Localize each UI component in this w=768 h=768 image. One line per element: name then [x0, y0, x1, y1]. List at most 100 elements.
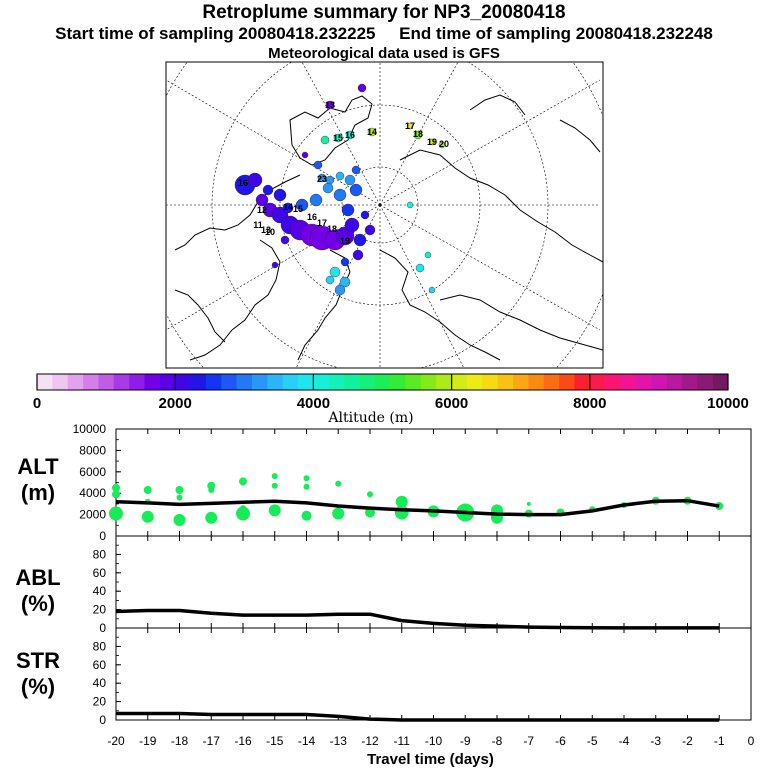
- abl-label: ABL: [15, 565, 60, 590]
- plume-marker: [325, 175, 335, 185]
- plume-marker: [345, 130, 355, 140]
- plume-marker: [341, 203, 355, 217]
- alt-ytick-label: 10000: [73, 422, 107, 436]
- alt-dot: [526, 501, 531, 506]
- abl-ytick-label: 40: [93, 584, 107, 598]
- alt-dot: [236, 506, 250, 521]
- plume-day-label: 16: [345, 130, 355, 140]
- abl-ytick-label: 20: [93, 603, 107, 617]
- x-tick-label: -4: [619, 734, 630, 748]
- plume-marker: [349, 183, 363, 197]
- plume-day-label: 20: [439, 139, 449, 149]
- alt-dot: [268, 504, 281, 517]
- plume-day-label: 15: [333, 133, 343, 143]
- colorbar-swatch: [37, 374, 53, 390]
- plume-day-label: 18: [413, 129, 423, 139]
- colorbar-tick-label: 10000: [707, 395, 749, 412]
- plume-marker: [247, 172, 263, 188]
- colorbar-swatch: [52, 374, 69, 390]
- alt-dot: [109, 506, 123, 521]
- x-tick-label: -19: [139, 734, 157, 748]
- plume-marker: [428, 138, 436, 146]
- colorbar-swatch: [190, 374, 207, 390]
- colorbar-swatch: [144, 374, 161, 390]
- plume-marker: [255, 193, 269, 207]
- alt-dot: [175, 485, 184, 494]
- plume-marker: [367, 127, 377, 137]
- colorbar-swatch: [344, 374, 360, 390]
- alt-ytick-label: 4000: [79, 486, 106, 500]
- alt-ytick-label: 6000: [79, 465, 106, 479]
- x-tick-label: 0: [748, 734, 755, 748]
- abl-ytick-label: 80: [93, 547, 107, 561]
- alt-dot: [239, 477, 247, 486]
- plume-marker: [357, 83, 367, 93]
- colorbar-swatch: [359, 374, 376, 390]
- plume-marker: [335, 171, 345, 181]
- alt-dot: [303, 483, 310, 490]
- colorbar-swatch: [697, 374, 713, 390]
- x-tick-label: -6: [555, 734, 566, 748]
- colorbar-swatch: [712, 374, 729, 390]
- alt-dot: [112, 490, 120, 499]
- colorbar-swatch: [67, 374, 84, 390]
- str-frame: [115, 627, 752, 721]
- plume-marker: [334, 284, 346, 296]
- alt-line: [115, 498, 720, 517]
- alt-dot: [112, 483, 120, 492]
- plume-day-label: 23: [317, 174, 327, 184]
- plume-marker: [340, 257, 350, 267]
- colorbar-swatch: [129, 374, 145, 390]
- colorbar-swatch: [374, 374, 391, 390]
- alt-dot: [271, 473, 278, 480]
- plume-marker: [280, 235, 290, 245]
- chart-title: Retroplume summary for NP3_20080418: [202, 2, 566, 23]
- x-tick-label: -17: [203, 734, 221, 748]
- alt-unit: (m): [21, 480, 55, 505]
- colorbar-swatch: [205, 374, 222, 390]
- plume-marker: [364, 224, 376, 236]
- plume-marker: [317, 173, 327, 183]
- colorbar-swatch: [651, 374, 667, 390]
- plume-marker: [352, 249, 364, 261]
- alt-dot: [143, 485, 152, 494]
- plume-marker: [351, 165, 361, 175]
- alt-dot: [173, 513, 186, 526]
- alt-dot: [301, 510, 312, 521]
- plume-marker: [344, 174, 356, 186]
- abl-line: [115, 608, 720, 630]
- colorbar-swatch: [605, 374, 621, 390]
- x-tick-label: -5: [587, 734, 598, 748]
- colorbar-swatch: [328, 374, 345, 390]
- plume-marker: [271, 261, 279, 269]
- str-ytick-label: 80: [93, 639, 107, 653]
- str-ytick-label: 0: [99, 713, 106, 727]
- plume-marker: [333, 188, 347, 202]
- colorbar-swatch: [113, 374, 130, 390]
- plume-day-label: 14: [283, 202, 293, 212]
- colorbar-swatch: [466, 374, 483, 390]
- str-ytick-label: 20: [93, 695, 107, 709]
- x-tick-label: -7: [523, 734, 534, 748]
- sampling-times: Start time of sampling 20080418.232225 E…: [0, 24, 768, 44]
- plume-day-label: 19: [427, 137, 437, 147]
- time-series-panels: 0200040006000800010000ALT(m)020406080ABL…: [15, 422, 754, 768]
- colorbar-swatch: [513, 374, 529, 390]
- plume-day-label: 16: [307, 212, 317, 222]
- plume-marker: [344, 217, 360, 233]
- abl-ytick-label: 0: [99, 621, 106, 635]
- plume-day-label: 11: [253, 220, 263, 230]
- x-tick-label: -12: [361, 734, 379, 748]
- alt-dot: [394, 505, 409, 520]
- colorbar-swatch: [236, 374, 253, 390]
- colorbar-tick-label: 2000: [159, 395, 192, 412]
- colorbar-swatch: [267, 374, 283, 390]
- colorbar-swatch: [251, 374, 268, 390]
- abl-ytick-label: 60: [93, 566, 107, 580]
- plume-day-label: 16: [238, 178, 248, 188]
- end-time-label: End time of sampling 20080418.232248: [399, 24, 713, 43]
- plume-marker: [415, 263, 425, 273]
- plume-marker: [325, 100, 335, 110]
